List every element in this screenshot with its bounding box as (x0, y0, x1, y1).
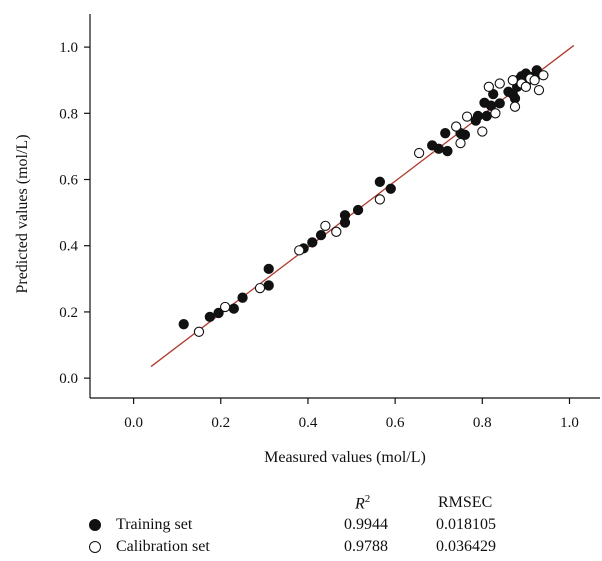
calibration-point (483, 81, 494, 92)
calibration-point (219, 301, 231, 313)
y-tick-label: 1.0 (59, 40, 78, 56)
calibration-point (455, 137, 466, 149)
training-point (213, 307, 224, 319)
x-tick-label: 0.0 (124, 415, 143, 431)
training-point (481, 110, 492, 122)
calibration-point (331, 226, 342, 237)
training-point (263, 263, 274, 275)
y-tick-label: 0.0 (59, 371, 78, 387)
calibration-point (509, 101, 521, 112)
y-tick-label: 0.8 (59, 106, 78, 122)
x-tick-label: 1.0 (560, 415, 579, 431)
y-tick-label: 0.6 (59, 173, 78, 189)
x-axis-title: Measured values (mol/L) (264, 449, 426, 466)
calibration-point (193, 326, 205, 337)
calibration-point (507, 75, 518, 86)
x-tick-label: 0.2 (211, 415, 230, 431)
chart-axes: 0.0 0.2 0.4 0.6 0.8 1.0 0.0 0.2 0.4 0.6 0.8 1.0 (59, 14, 600, 431)
calibration-point (461, 111, 473, 122)
training-point (442, 145, 453, 157)
x-tick-label: 0.6 (386, 415, 405, 431)
training-point (374, 176, 386, 187)
calibration-point (477, 126, 488, 137)
training-point (494, 98, 505, 109)
calibration-point (320, 220, 331, 232)
training-point (307, 237, 318, 248)
calibration-point (254, 282, 266, 294)
training-point (237, 292, 248, 303)
calibration-point (294, 245, 305, 256)
calibration-point (529, 75, 540, 86)
x-tick-label: 0.4 (299, 415, 318, 431)
calibration-point (533, 84, 545, 96)
y-tick-label: 0.2 (59, 305, 78, 321)
calibration-point (538, 70, 549, 81)
calibration-point (490, 108, 501, 119)
calibration-point (494, 78, 505, 89)
training-point (385, 183, 396, 194)
calibration-point (520, 81, 532, 92)
x-tick-label: 0.8 (473, 415, 492, 431)
training-point (440, 128, 451, 139)
training-point (263, 280, 274, 291)
training-point (472, 110, 484, 122)
calibration-point (374, 194, 386, 205)
training-point (352, 204, 364, 216)
data-points (178, 65, 549, 337)
training-point (178, 319, 189, 330)
training-point (228, 303, 239, 314)
calibration-point (413, 147, 425, 159)
calibration-point (451, 121, 462, 132)
training-point (433, 143, 444, 154)
y-tick-label: 0.4 (59, 239, 78, 255)
training-point (339, 210, 351, 221)
training-point (459, 129, 471, 140)
y-axis-title: Predicted values (mol/L) (14, 134, 31, 293)
training-point (204, 311, 216, 323)
training-point (315, 229, 327, 241)
